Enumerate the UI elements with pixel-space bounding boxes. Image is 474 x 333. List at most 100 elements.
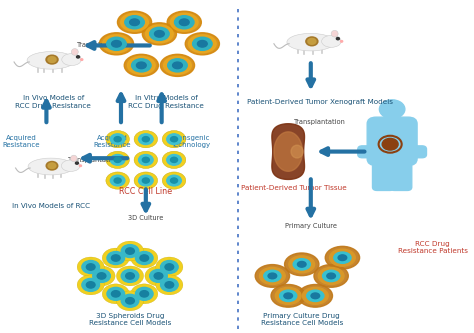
Circle shape: [111, 291, 120, 297]
Circle shape: [171, 137, 178, 142]
Ellipse shape: [338, 255, 346, 260]
Circle shape: [165, 264, 173, 270]
Circle shape: [114, 137, 121, 142]
Ellipse shape: [318, 267, 344, 284]
Ellipse shape: [128, 56, 155, 74]
Circle shape: [75, 162, 78, 164]
Ellipse shape: [130, 19, 139, 26]
Ellipse shape: [160, 54, 194, 76]
Circle shape: [48, 163, 56, 168]
Text: Transplantation: Transplantation: [68, 157, 120, 163]
Circle shape: [171, 157, 178, 163]
Circle shape: [48, 57, 56, 63]
Text: Transplantation: Transplantation: [294, 119, 346, 125]
Ellipse shape: [124, 54, 158, 76]
Ellipse shape: [100, 33, 134, 55]
Circle shape: [162, 172, 186, 189]
Circle shape: [306, 37, 318, 46]
Ellipse shape: [111, 41, 121, 47]
Text: 3D Culture: 3D Culture: [128, 215, 164, 221]
FancyBboxPatch shape: [367, 117, 417, 166]
Ellipse shape: [325, 246, 360, 269]
Circle shape: [107, 287, 125, 300]
Ellipse shape: [132, 59, 151, 72]
Circle shape: [156, 275, 183, 295]
Circle shape: [138, 175, 153, 186]
Circle shape: [77, 257, 104, 277]
FancyBboxPatch shape: [402, 146, 427, 158]
Circle shape: [154, 273, 163, 279]
Circle shape: [110, 175, 125, 186]
Ellipse shape: [164, 56, 191, 74]
Ellipse shape: [311, 293, 319, 299]
Ellipse shape: [322, 35, 341, 47]
Ellipse shape: [185, 33, 219, 55]
Ellipse shape: [284, 253, 319, 276]
Circle shape: [134, 131, 157, 148]
Circle shape: [167, 134, 182, 145]
Circle shape: [165, 282, 173, 288]
Circle shape: [117, 241, 144, 261]
Ellipse shape: [322, 270, 340, 282]
Circle shape: [138, 134, 153, 145]
Circle shape: [138, 155, 153, 165]
Circle shape: [131, 248, 158, 268]
Text: In Vivo Models of RCC: In Vivo Models of RCC: [12, 203, 90, 209]
PathPatch shape: [272, 124, 304, 179]
FancyBboxPatch shape: [373, 155, 394, 190]
Ellipse shape: [173, 62, 182, 69]
Circle shape: [167, 175, 182, 186]
Ellipse shape: [289, 256, 315, 273]
Ellipse shape: [121, 13, 148, 31]
Ellipse shape: [275, 287, 301, 304]
Ellipse shape: [125, 16, 144, 29]
Text: Acquired
Resistance: Acquired Resistance: [93, 135, 131, 149]
Circle shape: [106, 131, 129, 148]
Ellipse shape: [71, 155, 77, 162]
Circle shape: [106, 172, 129, 189]
PathPatch shape: [274, 132, 302, 171]
Circle shape: [86, 282, 95, 288]
Ellipse shape: [189, 35, 216, 53]
Text: RCC Drug
Resistance Patients: RCC Drug Resistance Patients: [398, 241, 468, 254]
Circle shape: [136, 251, 153, 264]
Circle shape: [121, 269, 139, 282]
Ellipse shape: [293, 259, 310, 270]
Circle shape: [337, 38, 339, 40]
Ellipse shape: [329, 249, 356, 266]
Ellipse shape: [271, 284, 305, 307]
Circle shape: [134, 172, 157, 189]
Text: RCC Cell Line: RCC Cell Line: [119, 187, 173, 196]
Circle shape: [110, 155, 125, 165]
Ellipse shape: [259, 267, 285, 284]
Text: In Vitro Models of
RCC Drug Resistance: In Vitro Models of RCC Drug Resistance: [128, 95, 204, 109]
Circle shape: [97, 273, 106, 279]
Ellipse shape: [71, 49, 78, 55]
Circle shape: [82, 260, 100, 273]
Text: 3D Spheroids Drug
Resistance Cell Models: 3D Spheroids Drug Resistance Cell Models: [89, 313, 171, 326]
Circle shape: [117, 266, 144, 286]
Ellipse shape: [268, 273, 277, 279]
Circle shape: [145, 266, 172, 286]
Ellipse shape: [27, 52, 75, 69]
Circle shape: [76, 56, 80, 58]
Circle shape: [102, 284, 129, 304]
Circle shape: [77, 275, 104, 295]
Text: Primary Culture: Primary Culture: [285, 223, 337, 229]
Circle shape: [117, 291, 144, 311]
Circle shape: [379, 100, 405, 119]
Ellipse shape: [171, 13, 198, 31]
Circle shape: [102, 248, 129, 268]
Circle shape: [136, 287, 153, 300]
Ellipse shape: [280, 290, 297, 301]
Circle shape: [46, 55, 58, 64]
Ellipse shape: [107, 37, 126, 50]
Ellipse shape: [118, 11, 152, 33]
Circle shape: [308, 39, 316, 44]
Circle shape: [114, 157, 121, 163]
Circle shape: [156, 257, 183, 277]
Circle shape: [142, 157, 149, 163]
Ellipse shape: [314, 265, 348, 287]
Ellipse shape: [142, 23, 176, 45]
Text: Acquired
Resistance: Acquired Resistance: [3, 135, 40, 149]
